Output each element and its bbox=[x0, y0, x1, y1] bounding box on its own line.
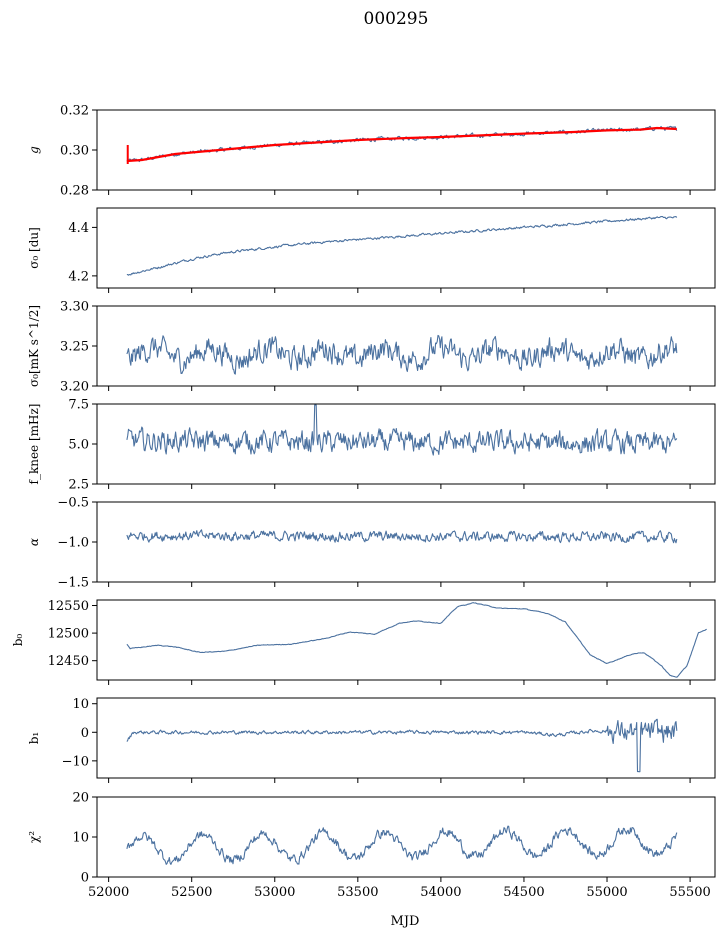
y-tick-label: 12500 bbox=[48, 627, 89, 642]
y-axis-label-b1: b₁ bbox=[27, 732, 41, 745]
series-line-fknee bbox=[126, 404, 678, 456]
y-axis-label-chi2: χ² bbox=[27, 831, 41, 843]
y-axis-label-sigma0_du: σ₀ [du] bbox=[27, 227, 41, 269]
y-axis-label-alpha: α bbox=[27, 538, 41, 546]
fit-line-g bbox=[126, 126, 677, 163]
y-tick-label: −0.5 bbox=[57, 496, 89, 511]
panel-b0: 12450 12500 12550 b₀ bbox=[11, 599, 716, 685]
series-line-chi2 bbox=[126, 825, 678, 865]
panel-g: 0.28 0.30 0.32 g bbox=[27, 104, 716, 199]
y-tick-label: 0 bbox=[81, 726, 89, 741]
y-axis-label-fknee: f_knee [mHz] bbox=[27, 404, 41, 485]
axes-frame-sigma0_du bbox=[96, 207, 716, 289]
series-line-b0 bbox=[126, 602, 707, 678]
y-tick-label: −1.5 bbox=[57, 576, 89, 591]
y-tick-label: 5.0 bbox=[68, 438, 89, 453]
y-tick-label: 3.25 bbox=[60, 340, 89, 355]
y-tick-label: 4.2 bbox=[68, 269, 89, 284]
x-axis-label: MJD bbox=[391, 914, 420, 929]
panel-chi2: 0 10 20 52000 52500 53000 53500 54000 54500 55000… bbox=[27, 791, 716, 900]
series-line-sigma0_mk bbox=[126, 334, 678, 375]
y-tick-label: 0.30 bbox=[60, 144, 89, 159]
panel-b1: −10 0 10 b₁ bbox=[27, 697, 716, 783]
y-tick-label: 0.32 bbox=[60, 104, 89, 119]
panel-alpha: −1.5 −1.0 −0.5 α bbox=[27, 496, 716, 591]
axes-frame-alpha bbox=[96, 501, 716, 583]
y-tick-label: −1.0 bbox=[57, 536, 89, 551]
x-tick-label: 52000 bbox=[88, 885, 129, 900]
x-tick-label: 52500 bbox=[171, 885, 212, 900]
series-line-b1 bbox=[126, 718, 678, 773]
x-tick-label: 54000 bbox=[420, 885, 461, 900]
y-tick-label: 0 bbox=[81, 871, 89, 886]
axes-frame-b1 bbox=[96, 697, 716, 779]
y-tick-label: 7.5 bbox=[68, 398, 89, 413]
x-tick-label: 55500 bbox=[669, 885, 710, 900]
y-tick-label: 20 bbox=[72, 791, 89, 806]
series-line-alpha bbox=[126, 529, 678, 544]
y-tick-label: 4.4 bbox=[68, 221, 89, 236]
y-tick-label: 10 bbox=[72, 831, 89, 846]
x-tick-label: 53500 bbox=[337, 885, 378, 900]
axes-frame-chi2 bbox=[96, 796, 716, 878]
axes-frame-g bbox=[96, 109, 716, 191]
y-axis-label-sigma0_mk: σ₀[mK s^1/2] bbox=[27, 305, 41, 387]
y-tick-label: 0.28 bbox=[60, 184, 89, 199]
figure-title: 000295 bbox=[364, 9, 429, 29]
series-line-sigma0_du bbox=[126, 215, 678, 276]
x-tick-label: 54500 bbox=[503, 885, 544, 900]
y-tick-label: 3.20 bbox=[60, 380, 89, 395]
y-axis-label-g: g bbox=[27, 146, 41, 154]
y-tick-label: 12450 bbox=[48, 654, 89, 669]
panel-sigma0_du: 4.2 4.4 σ₀ [du] bbox=[27, 207, 716, 293]
panel-fknee: 2.5 5.0 7.5 f_knee [mHz] bbox=[27, 398, 716, 493]
y-tick-label: 2.5 bbox=[68, 478, 89, 493]
panel-sigma0_mk: 3.20 3.25 3.30 σ₀[mK s^1/2] bbox=[27, 300, 716, 395]
axes-frame-b0 bbox=[96, 599, 716, 681]
y-tick-label: 3.30 bbox=[60, 300, 89, 315]
y-tick-label: 12550 bbox=[48, 599, 89, 614]
y-tick-label: −10 bbox=[62, 754, 89, 769]
x-tick-label: 55000 bbox=[586, 885, 627, 900]
panels-group: 0.28 0.30 0.32 g 4.2 4.4 σ₀ [du] 3.20 3.25 3.30 σ₀… bbox=[11, 104, 716, 900]
y-axis-label-b0: b₀ bbox=[11, 634, 25, 647]
x-tick-label: 53000 bbox=[254, 885, 295, 900]
y-tick-label: 10 bbox=[72, 697, 89, 712]
